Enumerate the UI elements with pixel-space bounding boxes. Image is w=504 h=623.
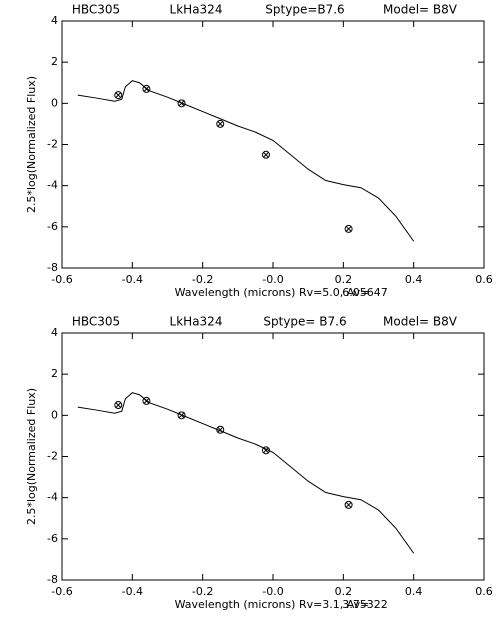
data-point-part <box>217 426 224 433</box>
y-tick-label: -8 <box>47 573 58 586</box>
x-tick-label: 0.2 <box>335 273 353 286</box>
av-value: 6.05647 <box>342 286 388 299</box>
data-point-part <box>261 150 270 159</box>
data-point-part <box>345 502 352 508</box>
data-point-part <box>143 398 150 404</box>
data-point-part <box>177 411 186 420</box>
panel-header: Model= B8V <box>383 3 458 17</box>
y-tick-label: 2 <box>51 367 58 380</box>
data-point <box>114 401 123 410</box>
av-value: 3.75322 <box>342 598 388 611</box>
y-tick-label: 0 <box>51 408 58 421</box>
data-point-part <box>344 500 353 509</box>
x-tick-label: -0.4 <box>122 273 143 286</box>
x-axis-label: Wavelength (microns) Rv=5.0, Av= <box>175 286 370 299</box>
data-point <box>142 396 151 405</box>
data-point-part <box>178 412 185 419</box>
y-tick-label: -6 <box>47 220 58 233</box>
panel-header: HBC305 <box>72 3 120 17</box>
data-point-part <box>261 446 270 455</box>
data-point-part <box>142 84 151 93</box>
data-point-part <box>216 425 225 434</box>
data-point <box>216 119 225 128</box>
x-tick-label: -0.4 <box>122 585 143 598</box>
plot-frame <box>61 332 485 581</box>
y-tick-label: 0 <box>51 96 58 109</box>
plot-frame <box>61 20 485 269</box>
data-point <box>261 446 270 455</box>
y-tick-label: -2 <box>47 138 58 151</box>
x-tick-label: -0.2 <box>192 585 213 598</box>
y-tick-label: 2 <box>51 55 58 68</box>
model-line <box>77 392 415 554</box>
data-point-part <box>143 86 150 92</box>
y-tick-label: -4 <box>47 179 58 192</box>
data-point <box>261 150 270 159</box>
y-tick-label: -8 <box>47 261 58 274</box>
y-tick-label: -6 <box>47 532 58 545</box>
data-point-part <box>114 401 123 410</box>
panel-header: Model= B8V <box>383 315 458 329</box>
x-axis-label: Wavelength (microns) Rv=3.1, Av= <box>175 598 370 611</box>
data-point-part <box>142 396 151 405</box>
data-point-part <box>263 447 269 454</box>
y-tick-label: 4 <box>51 14 58 27</box>
data-point-part <box>263 151 269 158</box>
x-tick-label: -0.0 <box>262 273 283 286</box>
data-point-part <box>216 119 225 128</box>
data-point <box>114 91 123 100</box>
x-tick-label: -0.6 <box>51 585 72 598</box>
y-tick-label: -4 <box>47 491 58 504</box>
data-point-part <box>177 99 186 108</box>
y-tick-label: 4 <box>51 326 58 339</box>
panel-header: HBC305 <box>72 315 120 329</box>
data-point-part <box>345 226 352 232</box>
data-point-part <box>114 91 123 100</box>
x-tick-label: -0.2 <box>192 273 213 286</box>
y-axis-label: 2.5*log(Normalized Flux) <box>25 76 38 213</box>
x-tick-label: 0.6 <box>475 585 493 598</box>
x-tick-label: 0.2 <box>335 585 353 598</box>
panel-header: Sptype= B7.6 <box>263 315 346 329</box>
data-point <box>142 84 151 93</box>
data-point-part <box>178 100 185 107</box>
x-tick-label: -0.0 <box>262 585 283 598</box>
data-point <box>344 500 353 509</box>
x-tick-label: 0.6 <box>475 273 493 286</box>
data-point-part <box>115 402 122 408</box>
data-point-part <box>344 224 353 233</box>
data-point-part <box>115 92 122 98</box>
panel-header: Sptype=B7.6 <box>265 3 344 17</box>
data-point <box>177 411 186 420</box>
data-point <box>344 224 353 233</box>
x-tick-label: -0.6 <box>51 273 72 286</box>
data-point <box>177 99 186 108</box>
y-tick-label: -2 <box>47 450 58 463</box>
x-tick-label: 0.4 <box>405 585 423 598</box>
data-point-part <box>217 121 224 127</box>
panel-header: LkHa324 <box>170 3 223 17</box>
data-point <box>216 425 225 434</box>
y-axis-label: 2.5*log(Normalized Flux) <box>25 388 38 525</box>
panel-header: LkHa324 <box>170 315 223 329</box>
x-tick-label: 0.4 <box>405 273 423 286</box>
model-line <box>77 80 415 242</box>
